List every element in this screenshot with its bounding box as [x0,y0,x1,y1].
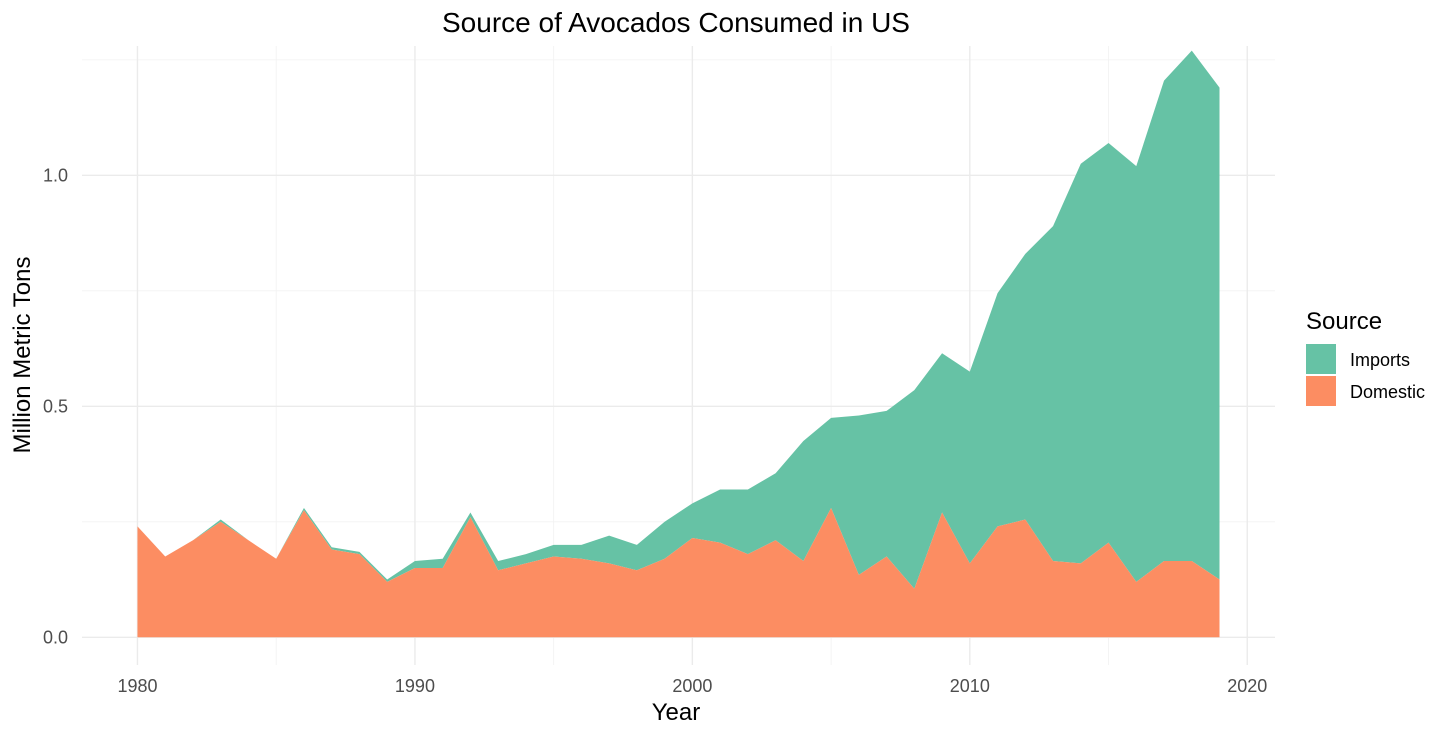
legend-label-domestic: Domestic [1350,382,1425,402]
legend-swatch-domestic [1306,376,1336,406]
legend-title: Source [1306,308,1382,335]
area-layers [137,50,1220,638]
y-axis-title: Million Metric Tons [9,257,36,454]
legend-swatch-imports [1306,344,1336,374]
area-imports [137,50,1220,589]
y-tick-label: 1.0 [43,165,68,185]
y-tick-label: 0.5 [43,396,68,416]
x-axis-title: Year [652,699,701,726]
y-tick-label: 0.0 [43,627,68,647]
chart-title: Source of Avocados Consumed in US [442,7,910,38]
x-axis-ticks: 1980 1990 2000 2010 2020 [117,676,1267,696]
x-tick-label: 1980 [117,676,157,696]
legend: Source Imports Domestic [1306,308,1425,406]
x-tick-label: 1990 [395,676,435,696]
y-axis-ticks: 0.0 0.5 1.0 [43,165,68,647]
x-tick-label: 2010 [950,676,990,696]
x-tick-label: 2020 [1227,676,1267,696]
legend-label-imports: Imports [1350,350,1410,370]
x-tick-label: 2000 [672,676,712,696]
area-domestic [137,507,1220,638]
